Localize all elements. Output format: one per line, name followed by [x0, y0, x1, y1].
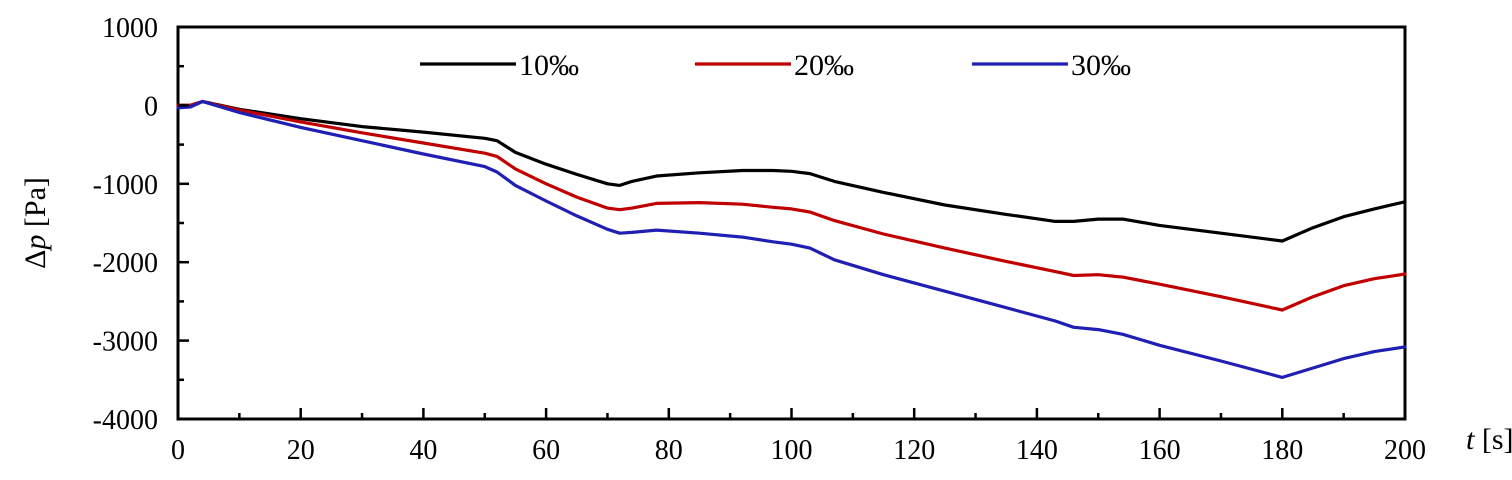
y-axis-title: Δp [Pa] [19, 177, 52, 269]
x-tick-label: 180 [1261, 435, 1303, 466]
ticks-layer [176, 25, 1407, 421]
x-tick-label: 80 [655, 435, 683, 466]
y-tick-label: -1000 [93, 170, 158, 201]
x-tick-label: 40 [409, 435, 437, 466]
x-tick-label: 60 [532, 435, 560, 466]
x-tick-label: 160 [1139, 435, 1181, 466]
y-tick-label: 0 [144, 91, 158, 122]
x-axis-var: t [1466, 423, 1475, 456]
series-line-2 [176, 99, 1407, 312]
plot-area [176, 25, 1407, 421]
series-line-3 [176, 99, 1407, 379]
y-tick-label: -4000 [93, 405, 158, 436]
legend-label-3: 30‰ [1071, 49, 1131, 82]
x-axis-unit: [s] [1474, 423, 1512, 456]
x-tick-label: 120 [893, 435, 935, 466]
legend: 10‰ 20‰ 30‰ [420, 49, 1131, 82]
x-tick-label: 200 [1384, 435, 1426, 466]
y-tick-label: -2000 [93, 248, 158, 279]
y-tick-label: 1000 [102, 13, 158, 44]
series-layer [176, 99, 1407, 379]
x-tick-label: 20 [287, 435, 315, 466]
y-tick-labels: -4000 -3000 -2000 -1000 0 1000 [93, 13, 158, 436]
x-tick-label: 140 [1016, 435, 1058, 466]
y-tick-label: -3000 [93, 327, 158, 358]
y-axis-unit: [Pa] [19, 177, 52, 234]
y-axis-var: p [19, 235, 52, 252]
legend-label-2: 20‰ [794, 49, 854, 82]
y-axis-prefix: Δ [19, 250, 52, 269]
series-line-1 [176, 99, 1407, 243]
legend-label-1: 10‰ [519, 49, 579, 82]
x-tick-label: 100 [771, 435, 813, 466]
x-axis-title: t [s] [1466, 423, 1512, 456]
x-tick-label: 0 [171, 435, 185, 466]
x-tick-labels: 0 20 40 60 80 100 120 140 160 180 200 [171, 435, 1426, 466]
